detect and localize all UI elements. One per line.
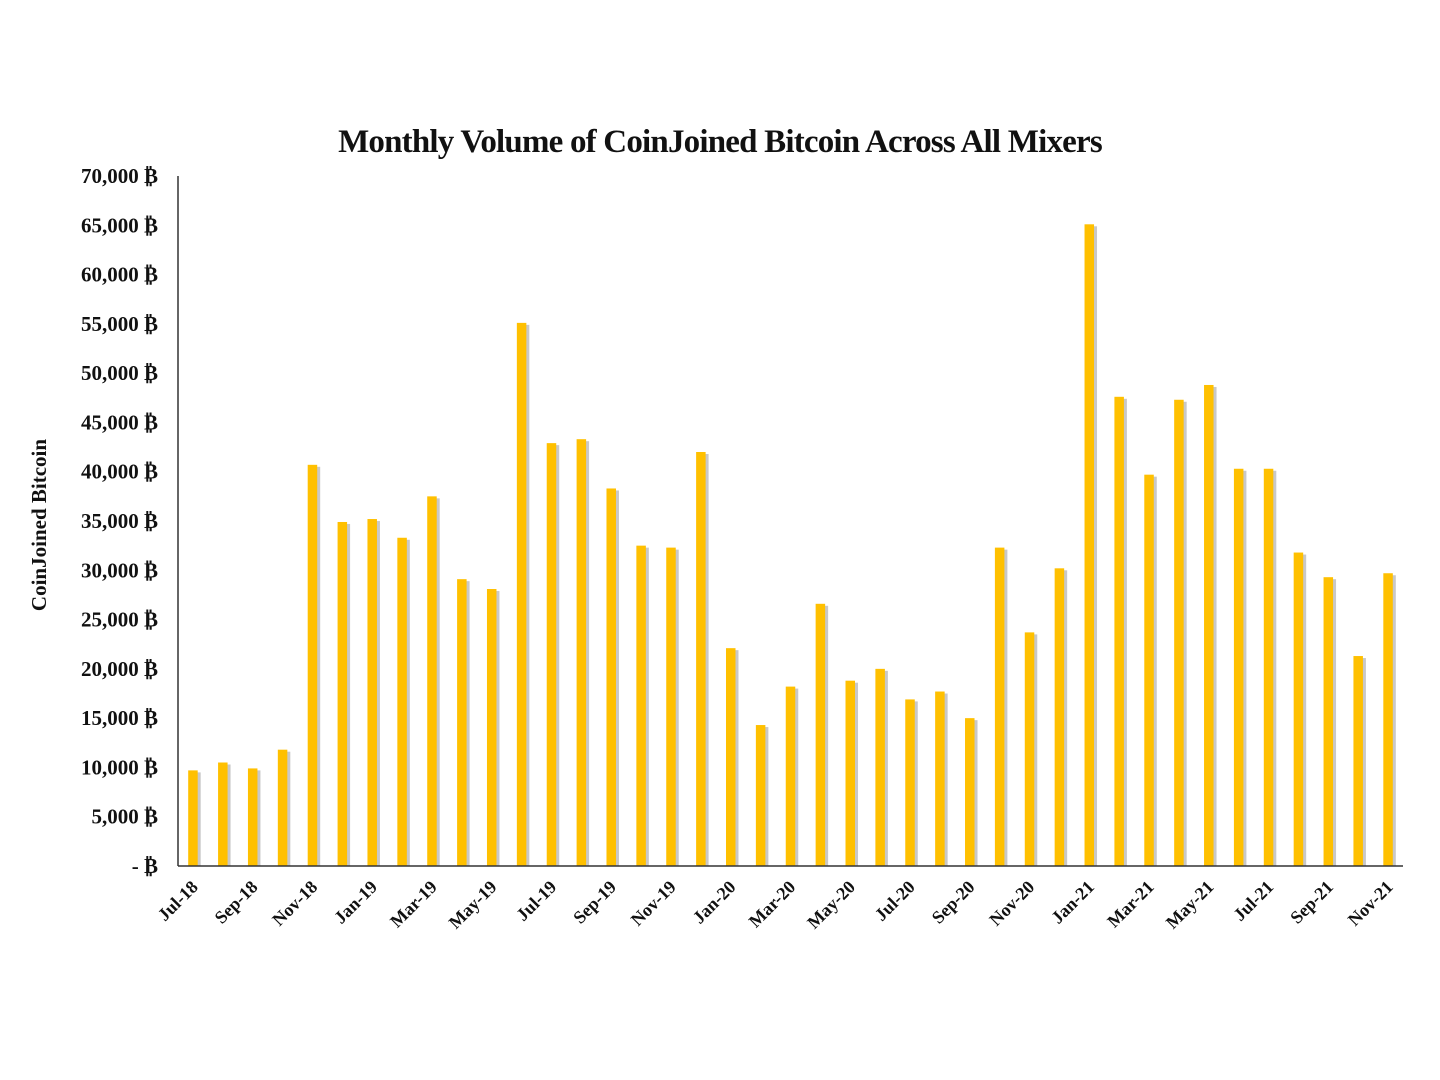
bar-May-20: [845, 680, 856, 866]
bar-Feb-19: [397, 537, 407, 866]
x-tick-label: Nov-20: [985, 877, 1038, 930]
y-tick-label: 45,000 ₿: [81, 410, 158, 434]
y-tick-label: 15,000 ₿: [81, 706, 158, 730]
bar-May-19: [486, 589, 497, 866]
bar-Sep-21: [1323, 577, 1334, 866]
y-tick-label: 5,000 ₿: [91, 805, 158, 829]
bar-Apr-21: [1174, 399, 1184, 866]
x-axis-ticks: Jul-18 Sep-18 Nov-18 Jan-19 Mar-19 May-19 Jul-…: [154, 877, 1397, 933]
x-tick-label: May-20: [803, 877, 859, 933]
bar-Oct-18: [277, 749, 288, 866]
bar-Jul-20: [905, 699, 915, 866]
y-tick-label: 10,000 ₿: [81, 755, 158, 779]
bar-May-21: [1204, 384, 1214, 866]
x-tick-label: Mar-19: [386, 877, 441, 932]
y-tick-label: 55,000 ₿: [81, 312, 158, 336]
bar-Nov-19: [666, 547, 676, 866]
bar-Aug-18: [218, 762, 228, 866]
bar-Jan-19: [367, 519, 377, 866]
bar-Dec-19: [696, 452, 706, 866]
y-tick-label: 35,000 ₿: [81, 509, 158, 533]
x-tick-label: May-19: [445, 877, 501, 933]
y-tick-label: 70,000 ₿: [81, 164, 158, 188]
y-tick-label: 50,000 ₿: [81, 361, 158, 385]
x-tick-label: Jul-20: [871, 877, 919, 925]
bar-Jul-21: [1263, 468, 1274, 866]
x-tick-label: Sep-21: [1286, 877, 1337, 928]
bar-Nov-20: [1024, 632, 1035, 866]
bar-Apr-19: [457, 579, 467, 866]
y-tick-label: 65,000 ₿: [81, 213, 158, 237]
bar-Mar-20: [785, 686, 796, 866]
y-tick-label: 60,000 ₿: [81, 263, 158, 287]
bars-group: [188, 224, 1396, 867]
x-tick-label: Nov-18: [268, 877, 321, 930]
bar-Jan-20: [725, 648, 736, 866]
x-tick-label: Jan-19: [330, 877, 381, 928]
bar-Nov-21: [1383, 573, 1393, 866]
bar-Dec-20: [1054, 568, 1065, 866]
bar-Dec-18: [337, 521, 348, 866]
bar-Feb-21: [1114, 396, 1124, 866]
bar-Mar-21: [1144, 474, 1154, 866]
x-tick-label: Jul-19: [512, 877, 560, 925]
x-tick-label: Nov-21: [1344, 877, 1397, 930]
bar-Oct-19: [636, 545, 646, 866]
x-tick-label: Sep-18: [211, 877, 262, 928]
bar-Aug-19: [576, 439, 587, 866]
y-tick-label: 30,000 ₿: [81, 558, 158, 582]
x-tick-label: Sep-19: [569, 877, 620, 928]
x-tick-label: Jan-20: [689, 877, 740, 928]
bar-Jun-21: [1233, 468, 1244, 866]
bar-Nov-18: [307, 464, 318, 866]
bar-Sep-19: [606, 488, 616, 866]
bar-Aug-20: [935, 691, 945, 866]
bar-Jul-18: [188, 770, 198, 866]
bar-Oct-21: [1353, 656, 1363, 866]
bar-Feb-20: [755, 725, 766, 866]
bar-Aug-21: [1293, 552, 1304, 866]
bar-Sep-20: [965, 718, 975, 866]
x-tick-label: Jan-21: [1047, 877, 1098, 928]
bar-Jun-19: [516, 322, 527, 866]
x-tick-label: Jul-18: [154, 877, 202, 925]
y-tick-label: - ₿: [132, 854, 158, 878]
x-tick-label: May-21: [1162, 877, 1218, 933]
bar-Sep-18: [247, 768, 258, 866]
bar-Jun-20: [875, 668, 885, 866]
y-tick-label: 20,000 ₿: [81, 657, 158, 681]
bar-Jan-21: [1084, 224, 1095, 867]
y-axis-ticks: - ₿ 5,000 ₿ 10,000 ₿ 15,000 ₿ 20,000 ₿ 25,000…: [81, 164, 158, 878]
x-tick-label: Nov-19: [627, 877, 680, 930]
bar-Oct-20: [994, 547, 1005, 866]
y-axis-title: CoinJoined Bitcoin: [27, 439, 51, 611]
x-tick-label: Jul-21: [1229, 877, 1277, 925]
y-tick-label: 40,000 ₿: [81, 460, 158, 484]
chart-title: Monthly Volume of CoinJoined Bitcoin Acr…: [338, 124, 1103, 160]
bar-Apr-20: [815, 603, 826, 866]
bar-Jul-19: [546, 443, 557, 866]
x-tick-label: Mar-21: [1103, 877, 1158, 932]
x-tick-label: Sep-20: [928, 877, 979, 928]
bar-Mar-19: [427, 496, 437, 866]
x-tick-label: Mar-20: [745, 877, 800, 932]
y-tick-label: 25,000 ₿: [81, 608, 158, 632]
